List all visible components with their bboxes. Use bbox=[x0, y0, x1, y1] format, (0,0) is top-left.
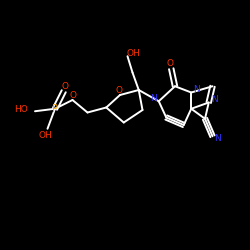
Text: N: N bbox=[211, 96, 218, 104]
Text: P: P bbox=[52, 104, 58, 114]
Text: HO: HO bbox=[14, 106, 28, 114]
Text: OH: OH bbox=[127, 49, 140, 58]
Text: N: N bbox=[214, 134, 221, 143]
Text: O: O bbox=[115, 86, 122, 95]
Text: N: N bbox=[150, 94, 156, 103]
Text: OH: OH bbox=[38, 130, 52, 140]
Text: O: O bbox=[62, 82, 68, 91]
Text: O: O bbox=[166, 59, 173, 68]
Text: N: N bbox=[194, 86, 200, 94]
Text: O: O bbox=[70, 90, 76, 100]
